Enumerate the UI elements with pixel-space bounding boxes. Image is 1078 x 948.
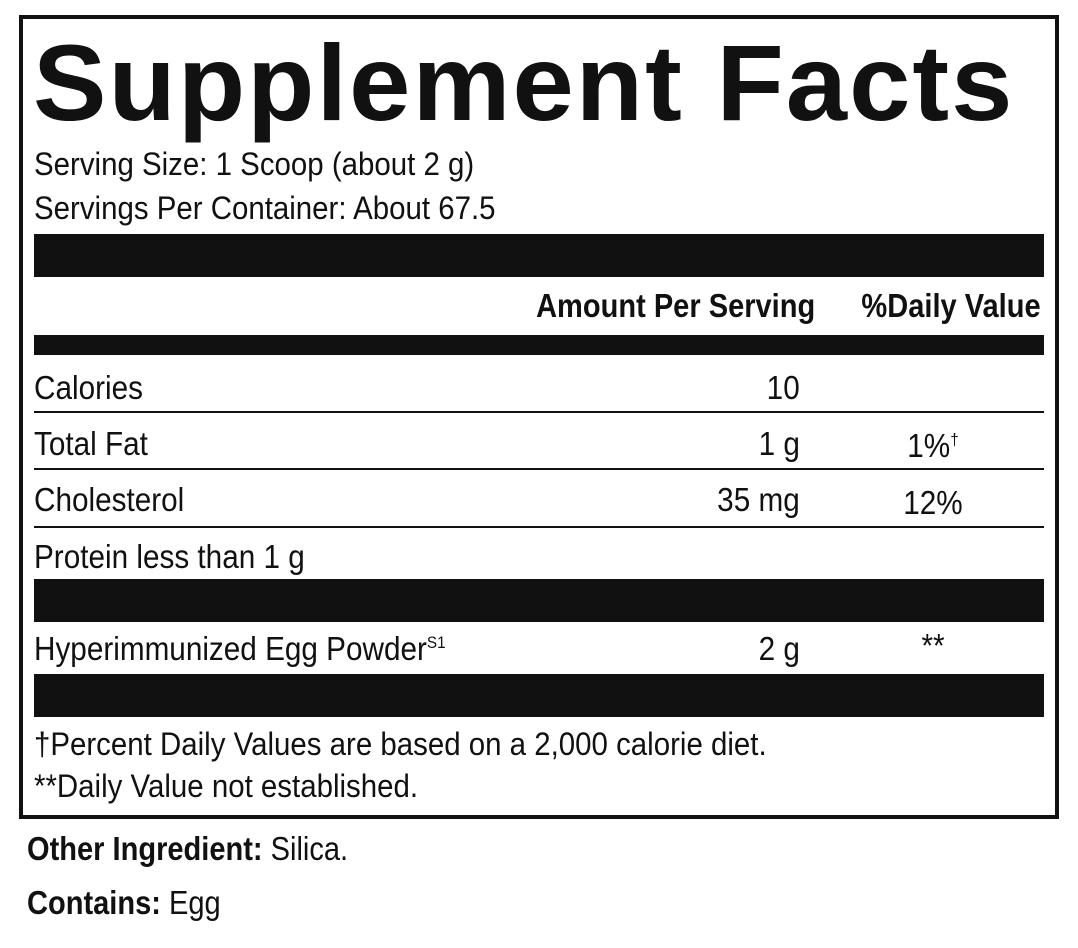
row-amount: 10 (766, 369, 800, 406)
servings-per-container: Servings Per Container: About 67.5 (34, 190, 496, 226)
contains: Contains: Egg (27, 886, 221, 919)
other-ingredient-label: Other Ingredient: (27, 830, 263, 867)
row-divider (34, 468, 1044, 470)
row-amount: 35 mg (717, 481, 800, 518)
daily-value-text: 1% (907, 427, 951, 464)
other-ingredient-value: Silica. (262, 830, 349, 867)
panel-title: Supplement Facts (33, 22, 1015, 143)
row-amount: 1 g (758, 425, 800, 462)
serving-size: Serving Size: 1 Scoop (about 2 g) (34, 146, 475, 182)
other-ingredient: Other Ingredient: Silica. (27, 832, 348, 865)
contains-value: Egg (160, 884, 221, 921)
thick-divider-bottom (34, 674, 1044, 717)
ingredient-amount: 2 g (758, 630, 800, 667)
ingredient-superscript: S1 (426, 633, 446, 652)
thick-divider-top (34, 234, 1044, 277)
row-divider (34, 411, 1044, 413)
row-name: Calories (34, 369, 143, 406)
footnote-not-established: **Daily Value not established. (34, 768, 419, 804)
contains-label: Contains: (27, 884, 161, 921)
ingredient-name-text: Hyperimmunized Egg Powder (34, 630, 427, 667)
thick-divider-middle (34, 579, 1044, 622)
dagger-mark: † (950, 430, 959, 449)
row-divider (34, 526, 1044, 528)
ingredient-daily-value: ** (921, 627, 945, 664)
thick-divider-header (34, 335, 1044, 355)
row-name: Cholesterol (34, 481, 185, 518)
amount-per-serving-header: Amount Per Serving (535, 287, 815, 324)
ingredient-name: Hyperimmunized Egg PowderS1 (34, 632, 446, 665)
supplement-facts-panel: Supplement Facts Serving Size: 1 Scoop (… (19, 15, 1059, 819)
daily-value-header: %Daily Value (861, 287, 1041, 324)
row-daily-value: 1%† (902, 429, 965, 462)
row-name: Protein less than 1 g (34, 538, 305, 575)
footnote-daily-values: †Percent Daily Values are based on a 2,0… (34, 726, 767, 762)
row-name: Total Fat (34, 425, 148, 462)
row-daily-value: 12% (903, 484, 963, 521)
